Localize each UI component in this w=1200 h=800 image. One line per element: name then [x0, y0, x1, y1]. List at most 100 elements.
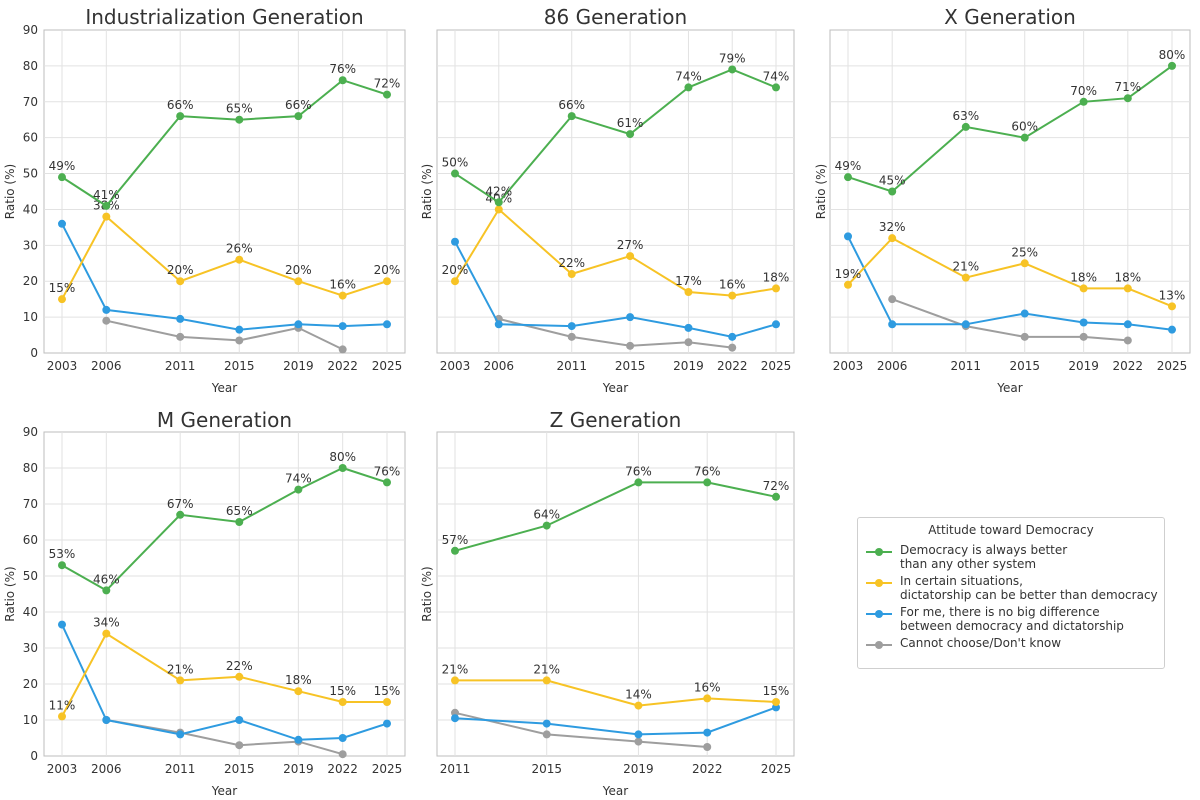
data-label: 20%	[374, 263, 401, 277]
legend-label: Democracy is always better than any othe…	[900, 543, 1068, 571]
data-point	[684, 83, 693, 92]
data-point	[772, 83, 780, 92]
data-point	[383, 719, 391, 728]
data-point	[684, 287, 693, 296]
x-tick-label: 2011	[440, 762, 471, 776]
x-tick-label: 2006	[483, 359, 514, 373]
x-tick-label: 2019	[1068, 359, 1099, 373]
data-point	[1020, 259, 1029, 268]
data-label: 66%	[167, 98, 194, 112]
data-point	[888, 295, 897, 304]
data-point	[176, 676, 185, 685]
data-point	[703, 478, 712, 487]
data-label: 45%	[879, 174, 906, 188]
legend-item-democracy-better: Democracy is always better than any othe…	[866, 543, 1164, 571]
x-tick-label: 2022	[717, 359, 748, 373]
data-point	[235, 518, 244, 526]
data-point	[451, 169, 459, 178]
plot-area	[436, 431, 795, 757]
y-tick-label: 90	[23, 23, 38, 37]
data-point	[728, 291, 737, 300]
data-point	[494, 198, 503, 207]
x-axis-label: Year	[602, 381, 628, 395]
data-point	[626, 252, 635, 261]
data-point	[451, 237, 459, 246]
data-point	[1123, 320, 1132, 329]
data-point	[888, 187, 897, 196]
y-tick-label: 40	[23, 605, 38, 619]
y-tick-label: 30	[23, 238, 38, 252]
data-label: 61%	[617, 116, 644, 130]
chart-panel: 0 10 20 30 40 50 60 70 80 90 2003 2006 2011 2015 2019 2…	[3, 408, 406, 798]
data-label: 15%	[374, 684, 401, 698]
data-point	[176, 510, 185, 519]
data-point	[1079, 284, 1088, 293]
data-label: 18%	[1070, 270, 1097, 284]
data-point	[58, 561, 66, 570]
data-point	[634, 730, 643, 739]
y-tick-label: 60	[23, 131, 38, 145]
data-label: 21%	[167, 662, 194, 676]
data-label: 70%	[1070, 84, 1097, 98]
y-tick-label: 30	[23, 641, 38, 655]
x-tick-label: 2022	[1113, 359, 1144, 373]
x-tick-label: 2025	[761, 359, 792, 373]
x-tick-label: 2015	[224, 359, 255, 373]
data-point	[567, 112, 576, 121]
data-point	[684, 323, 693, 332]
data-label: 15%	[329, 684, 356, 698]
x-tick-label: 2011	[165, 762, 196, 776]
data-point	[383, 478, 391, 487]
x-tick-label: 2011	[556, 359, 587, 373]
data-point	[235, 255, 244, 264]
y-tick-label: 0	[30, 346, 38, 360]
data-point	[102, 212, 111, 221]
y-axis-label: Ratio (%)	[420, 566, 434, 621]
data-label: 22%	[226, 659, 253, 673]
data-point	[235, 672, 244, 681]
y-tick-label: 50	[23, 569, 38, 583]
x-axis-label: Year	[211, 784, 237, 798]
y-tick-label: 70	[23, 95, 38, 109]
data-point	[542, 676, 551, 685]
x-tick-label: 2025	[372, 359, 403, 373]
y-axis-label: Ratio (%)	[814, 164, 828, 219]
data-point	[494, 205, 503, 214]
data-label: 34%	[93, 616, 120, 630]
data-point	[451, 277, 459, 286]
data-point	[961, 122, 970, 131]
data-point	[451, 676, 459, 685]
chart-title: Z Generation	[550, 408, 682, 432]
data-point	[176, 277, 185, 286]
data-label: 16%	[329, 278, 356, 292]
data-point	[102, 716, 111, 724]
data-point	[338, 734, 347, 742]
y-tick-label: 50	[23, 167, 38, 181]
data-point	[176, 112, 185, 121]
data-point	[567, 322, 576, 331]
data-label: 21%	[952, 260, 979, 274]
data-point	[338, 750, 347, 759]
data-point	[703, 743, 712, 751]
data-point	[1020, 133, 1029, 142]
data-label: 49%	[835, 159, 862, 173]
data-label: 18%	[1114, 270, 1141, 284]
y-tick-label: 70	[23, 497, 38, 511]
data-label: 49%	[49, 159, 76, 173]
data-label: 21%	[442, 662, 469, 676]
chart-title: X Generation	[944, 5, 1076, 29]
data-point	[1020, 309, 1029, 318]
legend-item-dictatorship-better: In certain situations, dictatorship can …	[866, 574, 1164, 602]
data-point	[542, 719, 551, 728]
x-tick-label: 2019	[673, 359, 704, 373]
x-tick-label: 2015	[1009, 359, 1040, 373]
data-point	[542, 521, 551, 530]
data-point	[1168, 302, 1176, 311]
legend-item-dont-know: Cannot choose/Don't know	[866, 636, 1164, 652]
data-label: 76%	[694, 464, 721, 478]
data-label: 67%	[167, 497, 194, 511]
data-point	[728, 343, 737, 352]
legend-marker-yellow	[866, 576, 892, 590]
data-label: 79%	[719, 51, 746, 65]
